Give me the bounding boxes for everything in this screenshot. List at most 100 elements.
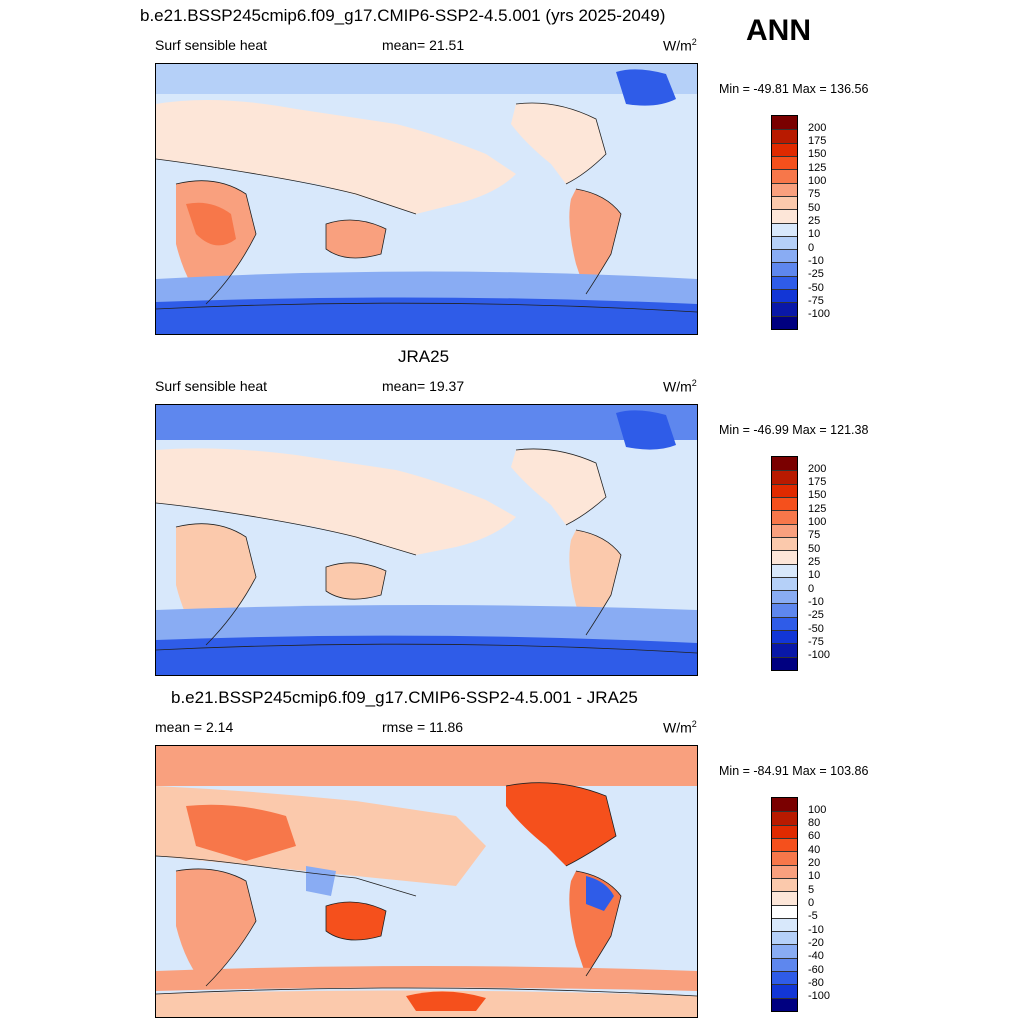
colorbar-label: 10: [808, 228, 821, 241]
colorbar-label: 10: [808, 870, 821, 883]
colorbar-swatch: [772, 877, 797, 892]
colorbar-label: 175: [808, 476, 827, 489]
colorbar-swatch: [772, 235, 797, 250]
colorbar-swatch: [772, 209, 797, 223]
colorbar-swatch: [772, 249, 797, 263]
panel1-map-field: [156, 64, 697, 334]
colorbar-label: -10: [808, 923, 824, 936]
colorbar-label: 80: [808, 817, 821, 830]
colorbar-label: 125: [808, 161, 827, 174]
panel2-minmax: Min = -46.99 Max = 121.38: [719, 423, 869, 437]
colorbar-swatch: [772, 155, 797, 170]
panel1-map: [155, 63, 698, 335]
panel3-mean-label: mean = 2.14: [155, 719, 234, 735]
colorbar-label: 0: [808, 897, 815, 909]
panel1-mean-label: mean= 21.51: [382, 37, 465, 53]
panel2-map-field: [156, 405, 697, 675]
colorbar-label: 100: [808, 175, 827, 188]
colorbar-label: 75: [808, 188, 821, 201]
colorbar-label: 175: [808, 135, 827, 148]
colorbar-swatch: [772, 496, 797, 511]
colorbar-swatch: [772, 984, 797, 998]
panel3-rmse-label: rmse = 11.86: [382, 719, 464, 735]
colorbar-swatch: [772, 864, 797, 878]
colorbar-swatch: [772, 971, 797, 985]
panel2-mean-label: mean= 19.37: [382, 378, 465, 394]
panel2-title: JRA25: [398, 347, 450, 366]
panel2-map: [155, 404, 698, 676]
colorbar-swatch: [772, 289, 797, 303]
colorbar-label: 20: [808, 857, 821, 870]
panel1-title: b.e21.BSSP245cmip6.f09_g17.CMIP6-SSP2-4.…: [140, 6, 666, 25]
panel2-variable-label: Surf sensible heat: [155, 378, 268, 394]
colorbar-label: 100: [808, 803, 827, 816]
colorbar-label: -25: [808, 268, 824, 281]
colorbar-swatch: [772, 275, 797, 290]
colorbar-label: -100: [808, 990, 831, 1003]
colorbar-swatch: [772, 656, 797, 670]
colorbar-label: -40: [808, 950, 824, 963]
panel3-minmax: Min = -84.91 Max = 103.86: [719, 764, 869, 778]
colorbar-swatch: [772, 262, 797, 276]
colorbar-label: 50: [808, 201, 821, 214]
colorbar-swatch: [772, 523, 797, 537]
colorbar-label: 75: [808, 529, 821, 542]
colorbar-swatch: [772, 182, 797, 196]
colorbar-label: 125: [808, 502, 827, 515]
colorbar-label: -80: [808, 976, 824, 989]
colorbar-swatch: [772, 169, 797, 183]
colorbar-swatch: [772, 142, 797, 156]
colorbar-swatch: [772, 470, 797, 484]
colorbar-label: 150: [808, 489, 827, 502]
colorbar-swatch: [772, 616, 797, 631]
colorbar-label: -5: [808, 910, 818, 923]
colorbar-swatch: [772, 931, 797, 945]
colorbar-label: 0: [808, 241, 815, 254]
colorbar-label: 25: [808, 215, 821, 227]
colorbar-swatch: [772, 917, 797, 932]
panel1-unit: W/m2: [663, 37, 697, 54]
colorbar-swatch: [772, 315, 797, 329]
colorbar-swatch: [772, 550, 797, 564]
colorbar-label: 5: [808, 883, 815, 896]
colorbar-label: -20: [808, 936, 824, 949]
colorbar-swatch: [772, 576, 797, 591]
colorbar-swatch: [772, 798, 797, 812]
colorbar-label: 0: [808, 582, 815, 595]
panel3-map: [155, 745, 698, 1018]
colorbar-label: -60: [808, 963, 824, 976]
colorbar-label: -50: [808, 622, 824, 635]
colorbar-swatch: [772, 129, 797, 143]
panel1-minmax: Min = -49.81 Max = 136.56: [719, 82, 869, 96]
panel2-unit: W/m2: [663, 378, 697, 395]
colorbar-swatch: [772, 603, 797, 617]
colorbar-label: 25: [808, 556, 821, 568]
panel1-variable-label: Surf sensible heat: [155, 37, 268, 53]
colorbar-label: -50: [808, 281, 824, 294]
colorbar-label: -10: [808, 254, 824, 267]
colorbar-swatch: [772, 904, 797, 918]
colorbar-label: 10: [808, 569, 821, 582]
colorbar-swatch: [772, 643, 797, 657]
colorbar-label: -75: [808, 635, 824, 648]
colorbar-swatch: [772, 536, 797, 551]
colorbar-swatch: [772, 824, 797, 838]
colorbar-label: 100: [808, 516, 827, 529]
colorbar-swatch: [772, 302, 797, 316]
colorbar-swatch: [772, 997, 797, 1011]
colorbar-swatch: [772, 811, 797, 825]
colorbar-label: 50: [808, 542, 821, 555]
colorbar-swatch: [772, 195, 797, 210]
colorbar-swatch: [772, 630, 797, 644]
colorbar-swatch: [772, 510, 797, 524]
colorbar-label: -100: [808, 308, 831, 321]
colorbar-label: 200: [808, 462, 827, 475]
season-label: ANN: [746, 14, 811, 47]
colorbar-swatch: [772, 457, 797, 471]
colorbar-label: -100: [808, 649, 831, 662]
panel3-unit: W/m2: [663, 719, 697, 736]
colorbar-swatch: [772, 944, 797, 958]
colorbar-swatch: [772, 957, 797, 972]
colorbar-label: 150: [808, 148, 827, 161]
colorbar-label: 40: [808, 843, 821, 856]
